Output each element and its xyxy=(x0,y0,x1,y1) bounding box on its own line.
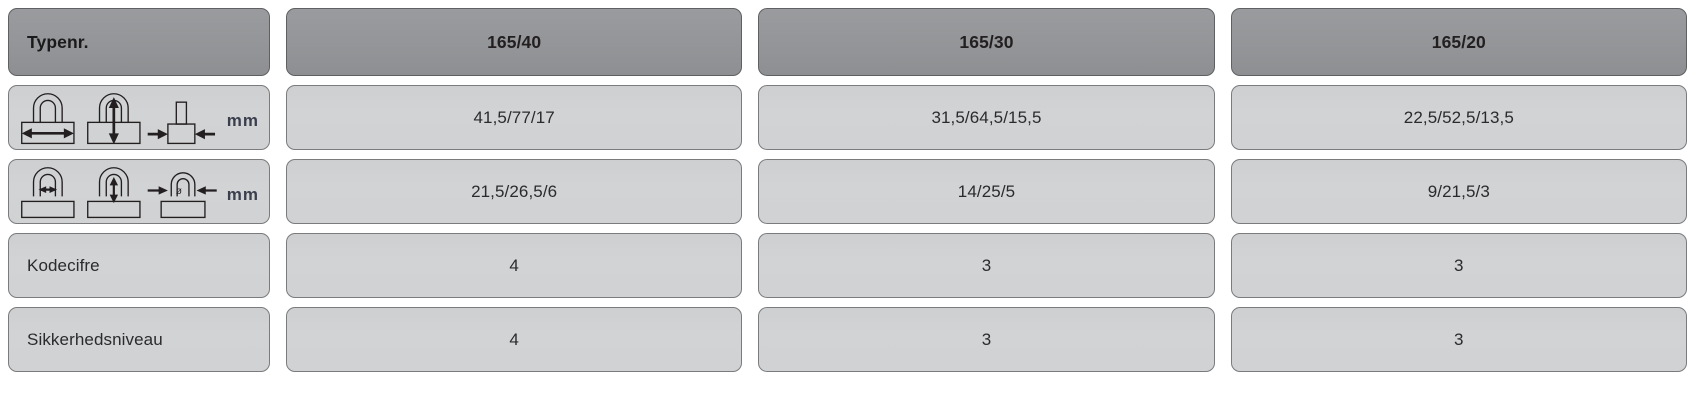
table-row-kodecifre: Kodecifre 4 3 3 xyxy=(8,233,1687,298)
padlock-total-height-icon xyxy=(86,93,141,145)
row-label-kodecifre: Kodecifre xyxy=(27,255,100,275)
value-kodecifre-165-30: 3 xyxy=(981,255,992,275)
header-cell-165-30: 165/30 xyxy=(758,8,1215,76)
value-kodecifre-165-20: 3 xyxy=(1454,255,1464,275)
unit-label-mm-shackle: mm xyxy=(226,185,259,204)
value-shackle-dimensions-165-30: 14/25/5 xyxy=(957,181,1016,201)
padlock-body-width-icon xyxy=(21,93,75,145)
value-sikkerhedsniveau-165-40: 4 xyxy=(509,329,519,349)
cell-kodecifre-165-20: 3 xyxy=(1230,233,1687,298)
cell-sikkerhedsniveau-165-30: 3 xyxy=(758,307,1215,372)
label-cell-kodecifre: Kodecifre xyxy=(8,233,270,298)
unit-label-mm-body: mm xyxy=(226,111,259,130)
cell-sikkerhedsniveau-165-20: 3 xyxy=(1230,307,1687,372)
cell-sikkerhedsniveau-165-40: 4 xyxy=(286,307,743,372)
cell-kodecifre-165-40: 4 xyxy=(286,233,743,298)
cell-body-dimensions-165-40: 41,5/77/17 xyxy=(286,85,743,150)
cell-body-dimensions-165-20: 22,5/52,5/13,5 xyxy=(1230,85,1687,150)
value-body-dimensions-165-30: 31,5/64,5/15,5 xyxy=(931,107,1042,127)
label-cell-sikkerhedsniveau: Sikkerhedsniveau xyxy=(8,307,270,372)
padlock-body-thickness-icon xyxy=(148,101,216,145)
cell-kodecifre-165-30: 3 xyxy=(758,233,1215,298)
value-shackle-dimensions-165-20: 9/21,5/3 xyxy=(1427,181,1490,201)
shackle-clearance-height-icon xyxy=(86,167,141,219)
cell-shackle-dimensions-165-30: 14/25/5 xyxy=(758,159,1215,224)
header-label-typenr: Typenr. xyxy=(27,31,89,52)
value-shackle-dimensions-165-40: 21,5/26,5/6 xyxy=(471,181,558,201)
value-sikkerhedsniveau-165-20: 3 xyxy=(1454,329,1464,349)
header-label-165-40: 165/40 xyxy=(487,31,542,52)
diameter-symbol: ø xyxy=(176,186,182,197)
label-cell-shackle-dimensions: ø mm xyxy=(8,159,270,224)
table-header-row: Typenr. 165/40 165/30 165/20 xyxy=(8,8,1687,76)
header-cell-165-20: 165/20 xyxy=(1230,8,1687,76)
cell-body-dimensions-165-30: 31,5/64,5/15,5 xyxy=(758,85,1215,150)
shackle-diameter-icon: ø xyxy=(148,172,218,219)
value-kodecifre-165-40: 4 xyxy=(509,255,519,275)
value-body-dimensions-165-20: 22,5/52,5/13,5 xyxy=(1403,107,1514,127)
row-label-sikkerhedsniveau: Sikkerhedsniveau xyxy=(27,329,163,349)
table-row-shackle-dimensions: ø mm 21,5/26,5/6 14/25/5 9/21,5/3 xyxy=(8,159,1687,224)
header-cell-typenr: Typenr. xyxy=(8,8,270,76)
table-row-body-dimensions: mm 41,5/77/17 31,5/64,5/15,5 22,5/52,5/1… xyxy=(8,85,1687,150)
shackle-dimensions-icon-strip: ø mm xyxy=(15,160,259,223)
value-sikkerhedsniveau-165-30: 3 xyxy=(981,329,992,349)
table-row-sikkerhedsniveau: Sikkerhedsniveau 4 3 3 xyxy=(8,307,1687,372)
header-label-165-30: 165/30 xyxy=(959,31,1014,52)
header-cell-165-40: 165/40 xyxy=(286,8,743,76)
cell-shackle-dimensions-165-20: 9/21,5/3 xyxy=(1230,159,1687,224)
header-label-165-20: 165/20 xyxy=(1431,31,1486,52)
body-dimensions-icon-strip: mm xyxy=(15,86,259,149)
cell-shackle-dimensions-165-40: 21,5/26,5/6 xyxy=(286,159,743,224)
value-body-dimensions-165-40: 41,5/77/17 xyxy=(473,107,555,127)
shackle-inner-width-icon xyxy=(21,167,75,219)
label-cell-body-dimensions: mm xyxy=(8,85,270,150)
